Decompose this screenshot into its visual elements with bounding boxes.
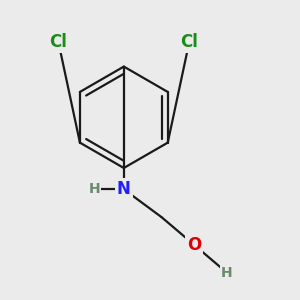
Text: Cl: Cl xyxy=(180,33,198,51)
Text: H: H xyxy=(221,266,233,280)
Text: O: O xyxy=(187,236,201,254)
Text: N: N xyxy=(117,180,131,198)
Text: H: H xyxy=(88,182,100,196)
Text: Cl: Cl xyxy=(50,33,67,51)
